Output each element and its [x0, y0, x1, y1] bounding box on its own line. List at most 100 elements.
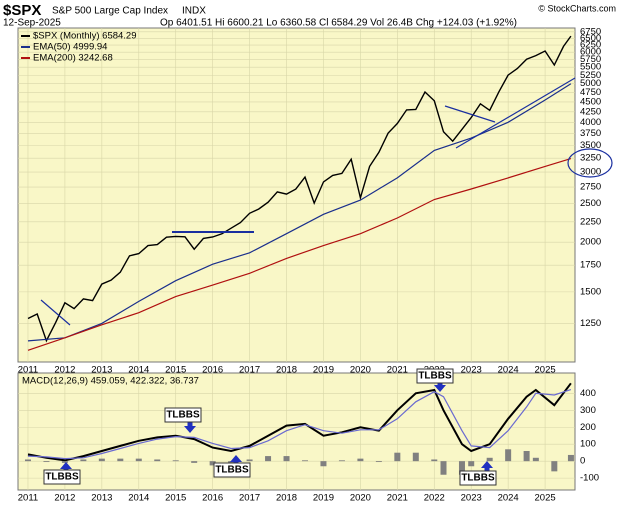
highlight-circle	[567, 148, 613, 178]
y-tick-label: 2250	[580, 216, 601, 227]
y-tick-label: 100	[580, 439, 596, 450]
annotation: TLBBS	[166, 410, 200, 421]
quote: Op 6401.51 Hi 6600.21 Lo 6360.58 Cl 6584…	[160, 18, 517, 29]
histogram-bar	[320, 461, 327, 467]
x-tick-label: 2011	[18, 493, 38, 504]
trendline	[455, 77, 576, 149]
exchange: INDX	[182, 6, 206, 17]
y-tick-label: 3750	[580, 128, 601, 139]
y-tick-label: 1500	[580, 286, 601, 297]
x-tick-label: 2013	[91, 365, 112, 376]
y-tick-label: 200	[580, 422, 596, 433]
histogram-bar	[505, 449, 512, 462]
annotation: TLBBS	[45, 472, 79, 483]
x-tick-label: 2019	[313, 365, 334, 376]
y-tick-label: 3000	[580, 167, 601, 178]
histogram-bar	[394, 452, 401, 462]
macd-legend: MACD(12,26,9) 459.059, 422.322, 36.737	[22, 376, 199, 387]
histogram-bar	[265, 456, 272, 462]
x-tick-label: 2013	[91, 493, 112, 504]
histogram-bar	[172, 460, 179, 462]
y-tick-label: 3500	[580, 140, 601, 151]
annotation-box	[164, 407, 202, 423]
y-tick-label: 2500	[580, 198, 601, 209]
annotation-box	[213, 462, 251, 478]
trendline	[444, 105, 496, 123]
series-line	[27, 382, 572, 462]
index-name: S&P 500 Large Cap Index	[52, 6, 168, 17]
legend-entry: $SPX (Monthly) 6584.29	[33, 31, 137, 42]
histogram-bar	[117, 458, 124, 462]
annotation-box	[416, 368, 454, 384]
annotation-arrow	[434, 380, 446, 392]
x-tick-label: 2025	[535, 365, 556, 376]
x-tick-label: 2021	[387, 493, 408, 504]
histogram-bar	[61, 461, 68, 463]
y-tick-label: 3250	[580, 153, 601, 164]
histogram-bar	[412, 452, 419, 462]
histogram-bar	[80, 459, 87, 462]
annotation-box	[459, 470, 497, 486]
drawn-annotations	[40, 77, 613, 326]
x-tick-label: 2024	[498, 365, 519, 376]
x-tick-label: 2022	[424, 493, 445, 504]
y-tick-label: 4000	[580, 117, 601, 128]
annotation: TLBBS	[461, 473, 495, 484]
price-layer: 1250 1500 1750 2000 2250 2500 2750 3000 3250 3500…	[18, 26, 601, 375]
x-tick-label: 2015	[165, 365, 186, 376]
histogram-bar	[24, 459, 31, 462]
annotation: TLBBS	[418, 371, 452, 382]
y-tick-label: 2750	[580, 182, 601, 193]
x-tick-label: 2012	[54, 365, 75, 376]
y-tick-label: 6750	[580, 26, 601, 37]
y-tick-label: 0	[580, 456, 585, 467]
histogram-bar	[135, 458, 142, 462]
date: 12-Sep-2025	[3, 18, 61, 29]
annotation-arrow	[230, 455, 242, 467]
y-tick-label: 4500	[580, 96, 601, 107]
histogram-bar	[43, 461, 50, 463]
x-tick-label: 2019	[313, 493, 334, 504]
x-tick-label: 2016	[202, 493, 223, 504]
y-tick-label: 6000	[580, 47, 601, 58]
histogram-bar	[191, 461, 198, 463]
histogram-bar	[338, 460, 345, 462]
legend-entry: EMA(50) 4999.94	[33, 42, 107, 53]
histogram-bar	[440, 461, 447, 475]
histogram-bar	[209, 461, 216, 466]
histogram-bar	[532, 457, 539, 462]
histogram-bar	[357, 458, 364, 462]
x-tick-label: 2018	[276, 493, 297, 504]
histogram-bar	[458, 461, 465, 475]
x-tick-label: 2023	[461, 365, 482, 376]
source: © StockCharts.com	[538, 3, 616, 13]
x-tick-label: 2018	[276, 365, 297, 376]
histogram-bar	[375, 461, 382, 463]
series-line	[27, 389, 572, 460]
x-tick-label: 2015	[165, 493, 186, 504]
macd-layer: -100 0 100 200 300 400 2011 2012 2013 2014 2015 201…	[18, 368, 599, 504]
y-tick-label: 5250	[580, 70, 601, 81]
histogram-bar	[283, 456, 290, 462]
y-tick-label: 1750	[580, 260, 601, 271]
x-tick-label: 2020	[350, 493, 371, 504]
x-tick-label: 2017	[239, 493, 260, 504]
y-tick-label: 6500	[580, 33, 601, 44]
histogram-bar	[246, 459, 253, 462]
x-tick-label: 2023	[461, 493, 482, 504]
histogram-bar	[301, 460, 308, 462]
x-tick-label: 2014	[128, 365, 149, 376]
histogram-bar	[567, 454, 574, 462]
annotation-arrow	[184, 421, 196, 433]
y-tick-label: 5000	[580, 78, 601, 89]
annotation-box	[43, 469, 81, 485]
y-tick-label: 4750	[580, 87, 601, 98]
histogram-bar	[431, 459, 438, 462]
y-tick-label: 400	[580, 388, 596, 399]
annotation: TLBBS	[215, 465, 249, 476]
x-tick-label: 2011	[18, 365, 38, 376]
histogram-bar	[228, 461, 235, 464]
x-tick-label: 2020	[350, 365, 371, 376]
histogram-bar	[468, 461, 475, 467]
